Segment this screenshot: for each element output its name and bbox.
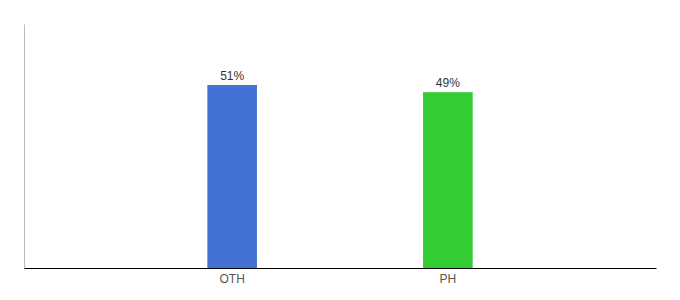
data-label: 49%	[436, 76, 460, 90]
x-axis: OTH PH	[25, 269, 657, 286]
plot-area: OTH PH 51% 49%	[25, 25, 657, 286]
x-tick-label: PH	[440, 272, 457, 286]
bars	[207, 85, 472, 268]
data-labels: 51% 49%	[220, 69, 460, 90]
chart-container: OTH PH 51% 49%	[0, 0, 680, 300]
x-tick: OTH	[219, 272, 244, 286]
data-label: 51%	[220, 69, 244, 83]
chart-svg: OTH PH 51% 49%	[0, 0, 680, 300]
bar	[423, 92, 473, 268]
bar	[207, 85, 257, 268]
y-axis-line	[24, 25, 25, 269]
x-tick-label: OTH	[219, 272, 244, 286]
y-axis	[24, 25, 25, 269]
x-axis-line	[25, 268, 657, 269]
x-tick: PH	[440, 272, 457, 286]
